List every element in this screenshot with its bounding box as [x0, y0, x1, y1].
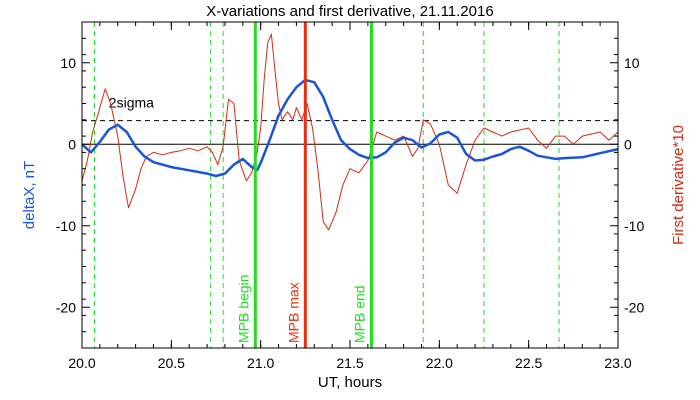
marker-label-end: MPB end [351, 285, 367, 343]
x-tick-label: 21.5 [336, 355, 363, 371]
axis-ticks: 20.0 20.5 21.0 21.5 22.0 22.5 23.0 10 10 0 0 -10 -10… [56, 21, 644, 371]
x-axis-label: UT, hours [318, 374, 382, 391]
y-tick-label-left: 10 [60, 55, 76, 71]
y-tick-label-left: 0 [68, 136, 76, 152]
plot-area: 2sigma MPB begin MPB max MPB end [81, 22, 619, 348]
y-tick-label-left: -20 [56, 299, 76, 315]
x-tick-label: 21.0 [247, 355, 274, 371]
x-tick-label: 22.5 [515, 355, 542, 371]
marker-label-max: MPB max [285, 282, 301, 343]
marker-label-begin: MPB begin [235, 275, 251, 343]
y-axis-label-left: deltaX, nT [21, 161, 38, 229]
y-axis-label-right: First derivative*10 [670, 125, 687, 245]
y-tick-label-right: 10 [624, 55, 640, 71]
y-tick-label-left: -10 [56, 218, 76, 234]
x-tick-label: 20.0 [68, 355, 95, 371]
series-line-derivative [81, 33, 619, 231]
plot-frame [81, 21, 619, 349]
series-line-deltaX [81, 78, 619, 178]
chart-title: X-variations and first derivative, 21.11… [206, 3, 493, 20]
y-tick-label-right: -10 [624, 218, 644, 234]
y-tick-label-right: -20 [624, 299, 644, 315]
x-tick-label: 22.0 [426, 355, 453, 371]
x-tick-label: 20.5 [158, 355, 185, 371]
two-sigma-label: 2sigma [109, 95, 154, 111]
y-tick-label-right: 0 [624, 136, 632, 152]
x-tick-label: 23.0 [604, 355, 631, 371]
